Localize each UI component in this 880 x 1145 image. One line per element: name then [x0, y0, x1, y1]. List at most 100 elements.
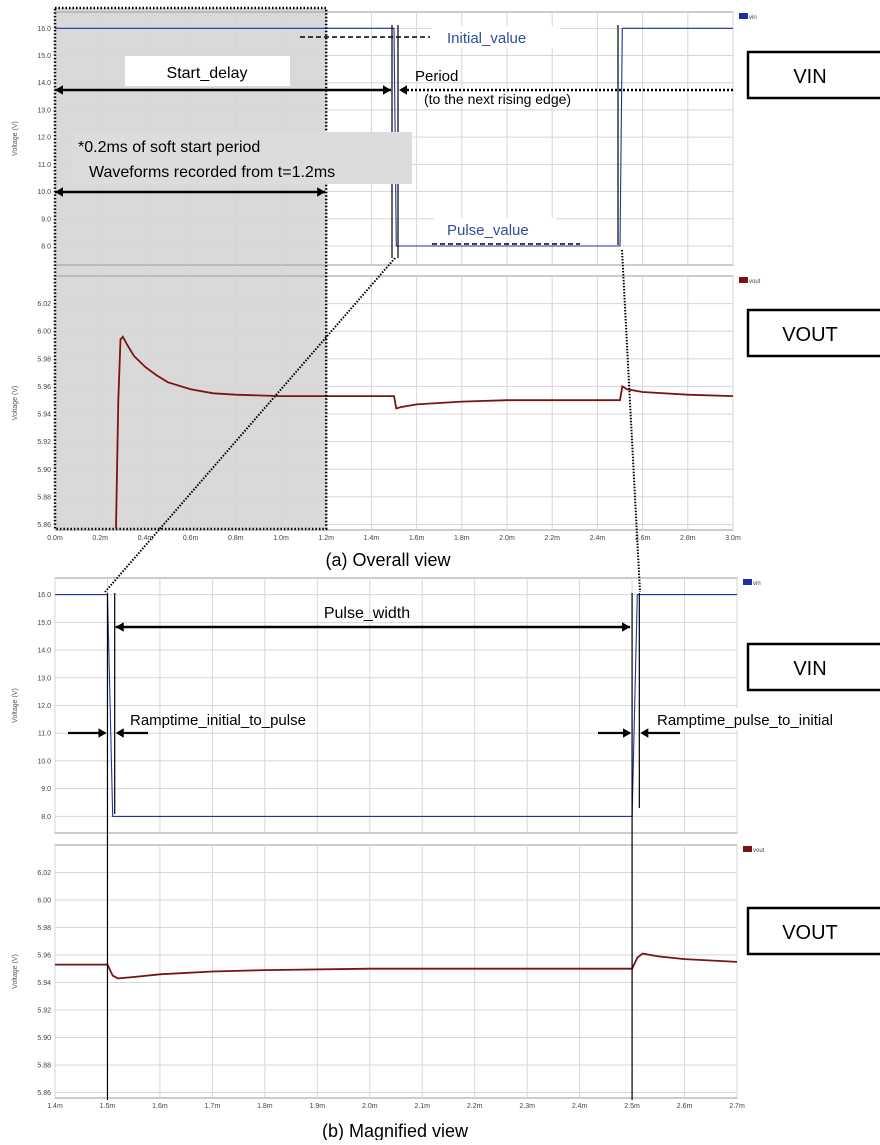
start-delay-label-bg — [125, 56, 290, 86]
x-tick-label: 0.2m — [92, 535, 108, 542]
y-tick-label: 5.98 — [37, 356, 51, 363]
y-tick-label: 5.86 — [37, 522, 51, 529]
y-axis-label: Voltage (V) — [12, 688, 19, 723]
ramp-initial-to-pulse-label: Ramptime_initial_to_pulse — [130, 712, 306, 729]
soft-start-note-bg — [72, 132, 412, 184]
x-tick-label: 1.6m — [152, 1103, 168, 1110]
legend-label: vin — [749, 15, 757, 21]
pulse-width-arrow-head-left — [115, 622, 124, 632]
y-tick-label: 6.00 — [37, 898, 51, 905]
y-tick-label: 13.0 — [37, 675, 51, 682]
zoom-connector-right — [621, 249, 641, 593]
x-tick-label: 0.6m — [183, 535, 199, 542]
y-tick-label: 6.00 — [37, 329, 51, 336]
initial-value-label-bg — [432, 26, 560, 48]
x-tick-label: 2.2m — [467, 1103, 483, 1110]
y-tick-label: 5.94 — [37, 412, 51, 419]
y-tick-label: 5.86 — [37, 1090, 51, 1097]
magnified-vout-chart: 5.86 5.88 5.90 5.92 5.94 5.96 5.98 6.00 6.02 1.4m… — [12, 844, 765, 1110]
y-axis-label: Voltage (V) — [12, 121, 19, 156]
pulse-width-label: Pulse_width — [324, 605, 410, 622]
vin-label-box-magnified-frame — [746, 642, 880, 692]
x-tick-label: 2.6m — [635, 535, 651, 542]
pulse-value-label: Pulse_value — [447, 222, 529, 239]
pulse-value-label-bg — [434, 218, 556, 240]
y-tick-label: 6.02 — [37, 870, 51, 877]
y-tick-label: 11.0 — [38, 162, 51, 169]
x-tick-label: 2.5m — [624, 1103, 640, 1110]
x-tick-label: 0.4m — [138, 535, 154, 542]
plot-frame — [54, 844, 738, 1099]
x-tick-label: 1.0m — [273, 535, 289, 542]
x-tick-label: 1.6m — [409, 535, 425, 542]
y-tick-label: 14.0 — [37, 80, 51, 87]
period-note-label: (to the next rising edge) — [424, 91, 571, 107]
x-tick-label: 2.3m — [519, 1103, 535, 1110]
y-tick-label: 16.0 — [37, 26, 51, 33]
legend-swatch — [739, 13, 748, 19]
legend-label: vout — [753, 848, 765, 854]
y-tick-label: 5.90 — [37, 1035, 51, 1042]
ramp-initial-arrow-right-head — [115, 728, 124, 738]
vout-label-box-magnified-frame — [746, 906, 880, 956]
y-tick-label: 5.94 — [37, 980, 51, 987]
legend-label: vout — [749, 279, 761, 285]
y-tick-label: 5.98 — [37, 925, 51, 932]
x-tick-label: 0.0m — [47, 535, 63, 542]
start-delay-arrow-head-left — [55, 85, 63, 95]
vin-label-box-frame — [746, 50, 880, 100]
vout-label-box-magnified: VOUT — [782, 922, 838, 944]
ramp-pulse-arrow-right-head — [640, 728, 649, 738]
period-arrow-head — [399, 85, 407, 95]
x-tick-label: 2.8m — [680, 535, 696, 542]
caption-magnified-view: (b) Magnified view — [322, 1121, 469, 1140]
soft-start-note-line1: *0.2ms of soft start period — [78, 139, 260, 156]
series-line-vin — [55, 594, 737, 817]
x-tick-label: 2.0m — [362, 1103, 378, 1110]
vout-label-box: VOUT — [782, 324, 838, 346]
y-tick-label: 15.0 — [37, 620, 51, 627]
x-tick-label: 1.5m — [100, 1103, 116, 1110]
x-tick-label: 1.7m — [205, 1103, 221, 1110]
ramp-initial-arrow-left-head — [98, 728, 107, 738]
y-tick-label: 10.0 — [37, 758, 51, 765]
y-tick-label: 15.0 — [37, 53, 51, 60]
y-tick-label: 5.96 — [37, 384, 51, 391]
start-delay-arrow-head-right — [383, 85, 391, 95]
legend-swatch — [739, 277, 748, 283]
y-tick-label: 11.0 — [38, 731, 51, 738]
vout-label-box-frame — [746, 308, 880, 358]
y-tick-label: 5.90 — [37, 467, 51, 474]
x-tick-label: 2.1m — [414, 1103, 430, 1110]
caption-overall-view: (a) Overall view — [325, 550, 451, 570]
x-tick-label: 0.8m — [228, 535, 244, 542]
y-tick-label: 9.0 — [41, 786, 51, 793]
soft-start-dotted-border — [53, 6, 328, 531]
y-axis-label: Voltage (V) — [12, 386, 19, 421]
y-tick-label: 12.0 — [37, 135, 51, 142]
x-tick-label: 2.4m — [572, 1103, 588, 1110]
y-tick-label: 9.0 — [41, 216, 51, 223]
soft-start-arrow-head-right — [317, 187, 326, 197]
x-tick-label: 2.4m — [590, 535, 606, 542]
vin-label-box: VIN — [793, 66, 826, 88]
x-tick-label: 2.6m — [677, 1103, 693, 1110]
y-tick-label: 5.92 — [37, 1008, 51, 1015]
soft-start-arrow-head-left — [55, 187, 63, 197]
ramp-pulse-to-initial-label: Ramptime_pulse_to_initial — [657, 712, 833, 729]
legend-label: vin — [753, 581, 761, 587]
x-tick-label: 2.2m — [544, 535, 560, 542]
x-tick-label: 3.0m — [725, 535, 741, 542]
series-line-vin — [55, 27, 733, 247]
y-tick-label: 5.88 — [37, 1063, 51, 1070]
y-tick-label: 8.0 — [41, 243, 51, 250]
x-tick-label: 1.9m — [310, 1103, 326, 1110]
y-tick-label: 13.0 — [37, 107, 51, 114]
x-tick-label: 2.0m — [499, 535, 515, 542]
overall-vout-chart: 5.86 5.88 5.90 5.92 5.94 5.96 5.98 6.00 6.02 0.0m… — [12, 275, 761, 542]
ramp-pulse-label-bg — [655, 708, 880, 730]
y-tick-label: 10.0 — [37, 189, 51, 196]
y-tick-label: 5.96 — [37, 953, 51, 960]
